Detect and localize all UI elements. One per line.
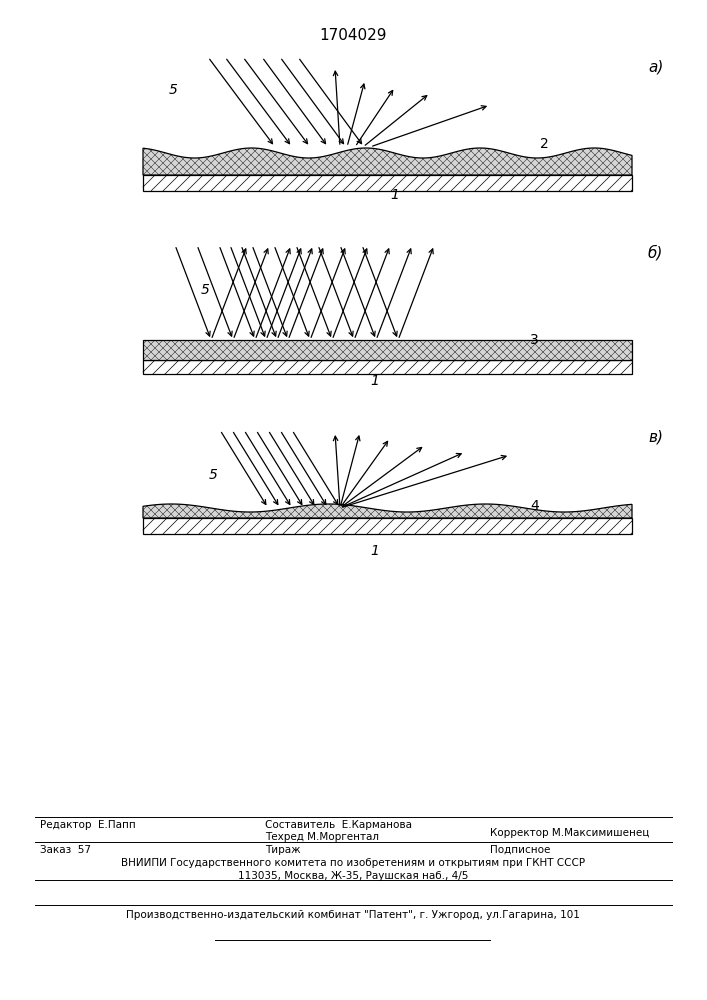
Polygon shape [143, 504, 632, 518]
Text: 2: 2 [540, 137, 549, 151]
Text: а): а) [648, 60, 663, 75]
Text: 1704029: 1704029 [320, 28, 387, 43]
Text: 113035, Москва, Ж-35, Раушская наб., 4/5: 113035, Москва, Ж-35, Раушская наб., 4/5 [238, 871, 468, 881]
Text: Корректор М.Максимишенец: Корректор М.Максимишенец [490, 828, 649, 838]
Polygon shape [143, 148, 632, 175]
Text: 3: 3 [530, 333, 539, 347]
Text: ВНИИПИ Государственного комитета по изобретениям и открытиям при ГКНТ СССР: ВНИИПИ Государственного комитета по изоб… [121, 858, 585, 868]
Text: 1: 1 [370, 374, 379, 388]
Text: 4: 4 [530, 499, 539, 513]
Text: Производственно-издательский комбинат "Патент", г. Ужгород, ул.Гагарина, 101: Производственно-издательский комбинат "П… [126, 910, 580, 920]
Text: 1: 1 [390, 188, 399, 202]
Text: 5: 5 [201, 283, 210, 297]
Text: 1: 1 [370, 544, 379, 558]
Text: б): б) [648, 245, 663, 261]
Text: Подписное: Подписное [490, 845, 550, 855]
Text: 5: 5 [209, 468, 218, 482]
Polygon shape [143, 360, 632, 374]
Text: Техред М.Моргентал: Техред М.Моргентал [265, 832, 379, 842]
Polygon shape [143, 175, 632, 191]
Text: Тираж: Тираж [265, 845, 300, 855]
Text: 5: 5 [169, 83, 178, 97]
Text: Редактор  Е.Папп: Редактор Е.Папп [40, 820, 136, 830]
Polygon shape [143, 518, 632, 534]
Polygon shape [143, 340, 632, 360]
Text: в): в) [648, 430, 663, 445]
Text: Составитель  Е.Карманова: Составитель Е.Карманова [265, 820, 412, 830]
Text: Заказ  57: Заказ 57 [40, 845, 91, 855]
